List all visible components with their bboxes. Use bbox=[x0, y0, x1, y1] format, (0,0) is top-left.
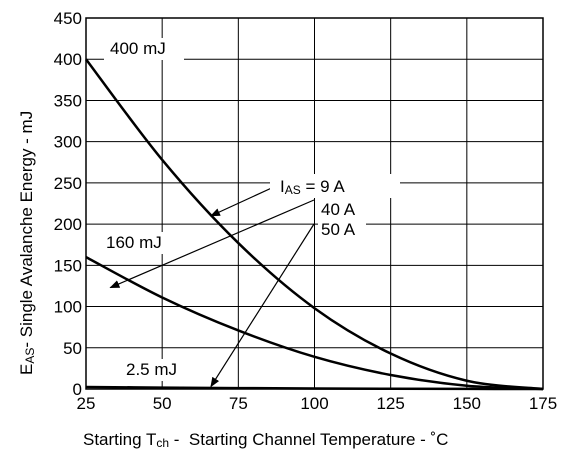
x-axis-label-prefix: Starting T bbox=[83, 430, 156, 449]
curve-40a bbox=[85, 255, 544, 391]
y-tick-label: 450 bbox=[54, 9, 82, 28]
y-tick-label: 400 bbox=[54, 50, 82, 69]
x-tick-label: 50 bbox=[153, 394, 172, 413]
x-tick-label: 175 bbox=[529, 394, 557, 413]
current-label-50a-bg bbox=[318, 219, 366, 239]
x-tick-label: 75 bbox=[229, 394, 248, 413]
current-label-40a: 40 A bbox=[321, 200, 356, 219]
energy-label-400mj: 400 mJ bbox=[110, 39, 166, 58]
y-axis-label-prefix: E bbox=[17, 364, 36, 375]
x-tick-label: 100 bbox=[300, 394, 328, 413]
current-label-40a-bg bbox=[318, 199, 366, 219]
energy-label-160mj-bg bbox=[100, 232, 180, 254]
x-axis-label-sub: ch bbox=[156, 436, 169, 450]
y-tick-label: 200 bbox=[54, 215, 82, 234]
y-tick-label: 250 bbox=[54, 174, 82, 193]
y-axis-label: EAS- Single Avalanche Energy - mJ bbox=[17, 111, 37, 375]
current-label-9a: IAS = 9 A bbox=[280, 177, 345, 197]
arrow-9a bbox=[210, 185, 277, 217]
x-axis-label: Starting Tch - Starting Channel Temperat… bbox=[83, 430, 448, 450]
y-tick-label: 350 bbox=[54, 91, 82, 110]
arrow-40a bbox=[109, 199, 315, 289]
current-label-bg bbox=[270, 174, 400, 198]
current-label-50a: 50 A bbox=[321, 220, 356, 239]
energy-label-160mj: 160 mJ bbox=[106, 233, 162, 252]
grid bbox=[85, 17, 544, 390]
x-axis-label-suffix: - Starting Channel Temperature - ˚C bbox=[169, 430, 448, 449]
x-tick-labels: 25 50 75 100 125 150 175 bbox=[77, 394, 558, 413]
curve-9a bbox=[85, 58, 544, 391]
y-tick-label: 100 bbox=[54, 298, 82, 317]
x-tick-label: 150 bbox=[453, 394, 481, 413]
y-tick-label: 50 bbox=[63, 339, 82, 358]
energy-label-400mj-bg bbox=[104, 38, 184, 60]
curve-50a bbox=[85, 385, 544, 391]
current-label-eq: = 9 A bbox=[301, 177, 346, 196]
x-tick-label: 25 bbox=[77, 394, 96, 413]
y-tick-label: 150 bbox=[54, 256, 82, 275]
x-tick-label: 125 bbox=[376, 394, 404, 413]
y-axis-label-suffix: - Single Avalanche Energy - mJ bbox=[17, 111, 36, 348]
y-tick-label: 0 bbox=[73, 380, 82, 399]
annotations: 400 mJ 160 mJ 2.5 mJ bbox=[100, 38, 315, 388]
y-tick-label: 300 bbox=[54, 133, 82, 152]
energy-label-2-5mj: 2.5 mJ bbox=[126, 360, 177, 379]
curves bbox=[85, 58, 544, 391]
y-axis-label-sub: AS bbox=[23, 348, 37, 364]
current-label-prefix: I bbox=[280, 177, 285, 196]
current-label-sub: AS bbox=[285, 183, 301, 197]
y-tick-labels: 0 50 100 150 200 250 300 350 400 450 bbox=[54, 9, 82, 399]
energy-label-2-5mj-bg bbox=[120, 359, 184, 381]
arrow-50a bbox=[210, 223, 315, 388]
